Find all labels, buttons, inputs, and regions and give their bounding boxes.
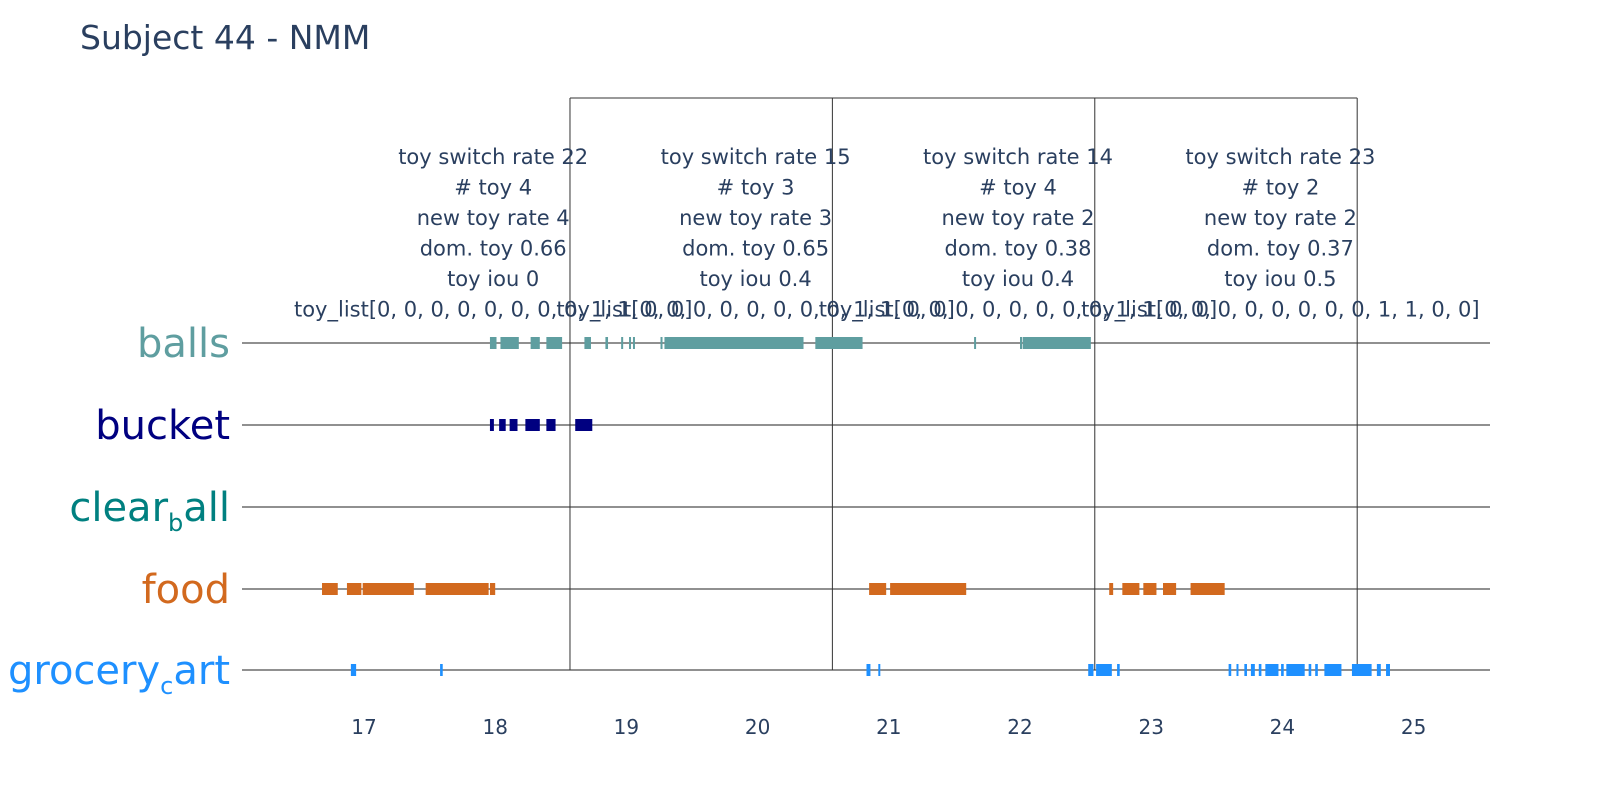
annotation-4-line-1: toy switch rate 23	[1185, 145, 1375, 169]
bar-balls-6	[621, 337, 624, 349]
x-tick-19: 19	[614, 715, 639, 739]
bar-balls-8	[632, 337, 635, 349]
bar-grocery_cart-14	[1286, 664, 1305, 676]
annotation-1-line-1: toy switch rate 22	[398, 145, 588, 169]
bar-food-8	[1122, 583, 1140, 595]
bar-balls-7	[629, 337, 632, 349]
bar-balls-0	[489, 337, 497, 349]
annotation-1-line-4: dom. toy 0.66	[420, 237, 567, 261]
x-tick-23: 23	[1138, 715, 1163, 739]
bar-grocery_cart-8	[1236, 664, 1239, 676]
annotation-2-line-5: toy iou 0.4	[699, 267, 811, 291]
bar-balls-11	[815, 337, 863, 349]
x-tick-24: 24	[1270, 715, 1295, 739]
bar-food-10	[1163, 583, 1177, 595]
x-tick-25: 25	[1401, 715, 1426, 739]
bar-balls-12	[974, 337, 977, 349]
bar-grocery_cart-2	[866, 664, 871, 676]
bar-food-3	[425, 583, 489, 595]
annotation-4-line-2: # toy 2	[1241, 176, 1319, 200]
annotation-2-line-3: new toy rate 3	[679, 206, 832, 230]
x-tick-20: 20	[745, 715, 770, 739]
category-label-bucket: bucket	[95, 403, 230, 449]
annotation-1-line-2: # toy 4	[454, 176, 532, 200]
bar-food-2	[362, 583, 414, 595]
bar-balls-9	[660, 337, 663, 349]
bar-balls-10	[664, 337, 804, 349]
bar-food-6	[890, 583, 967, 595]
annotation-2-line-2: # toy 3	[717, 176, 795, 200]
bar-grocery_cart-13	[1281, 664, 1284, 676]
bar-bucket-0	[489, 419, 494, 431]
bar-grocery_cart-12	[1265, 664, 1279, 676]
bar-grocery_cart-15	[1308, 664, 1312, 676]
annotation-3-line-6: toy_list[0, 0, 0, 0, 0, 0, 0, 0, 1, 1, 0…	[819, 298, 1217, 323]
category-label-clear_ball: clearball	[69, 485, 230, 537]
bar-food-5	[869, 583, 887, 595]
bar-bucket-5	[575, 419, 593, 431]
annotation-2-line-4: dom. toy 0.65	[682, 237, 829, 261]
annotation-4-line-6: toy_list[0, 0, 0, 0, 0, 0, 0, 0, 1, 1, 0…	[1081, 298, 1479, 323]
bar-balls-13	[1020, 337, 1022, 349]
annotation-3-line-2: # toy 4	[979, 176, 1057, 200]
annotation-1-line-3: new toy rate 4	[417, 206, 570, 230]
bar-grocery_cart-16	[1315, 664, 1318, 676]
annotation-1-line-5: toy iou 0	[447, 267, 539, 291]
x-tick-18: 18	[482, 715, 507, 739]
annotation-4-line-3: new toy rate 2	[1204, 206, 1357, 230]
category-label-grocery_cart: grocerycart	[8, 648, 230, 700]
annotation-3-line-5: toy iou 0.4	[962, 267, 1074, 291]
bar-bucket-2	[509, 419, 518, 431]
bar-food-1	[346, 583, 362, 595]
category-label-food: food	[142, 567, 230, 613]
bar-grocery_cart-0	[350, 664, 357, 676]
bar-grocery_cart-11	[1258, 664, 1262, 676]
bar-grocery_cart-19	[1376, 664, 1381, 676]
bar-grocery_cart-3	[878, 664, 881, 676]
bar-grocery_cart-5	[1096, 664, 1112, 676]
bar-food-4	[489, 583, 496, 595]
bar-balls-14	[1022, 337, 1091, 349]
bar-grocery_cart-9	[1244, 664, 1247, 676]
bar-balls-2	[530, 337, 540, 349]
chart-title: Subject 44 - NMM	[80, 18, 371, 57]
bar-bucket-4	[546, 419, 556, 431]
annotation-3-line-1: toy switch rate 14	[923, 145, 1113, 169]
bar-food-11	[1190, 583, 1225, 595]
bar-grocery_cart-7	[1228, 664, 1232, 676]
bar-grocery_cart-10	[1250, 664, 1255, 676]
bar-grocery_cart-4	[1088, 664, 1094, 676]
bar-bucket-1	[499, 419, 506, 431]
bar-balls-4	[584, 337, 591, 349]
x-tick-21: 21	[876, 715, 901, 739]
x-tick-17: 17	[351, 715, 376, 739]
bar-grocery_cart-6	[1117, 664, 1120, 676]
bar-bucket-3	[525, 419, 540, 431]
bar-grocery_cart-20	[1386, 664, 1390, 676]
annotation-2-line-6: toy_list[0, 0, 0, 0, 0, 0, 0, 0, 1, 1, 0…	[556, 298, 954, 323]
bar-grocery_cart-17	[1324, 664, 1342, 676]
bar-food-9	[1143, 583, 1157, 595]
annotation-3-line-4: dom. toy 0.38	[945, 237, 1092, 261]
x-tick-22: 22	[1007, 715, 1032, 739]
category-label-balls: balls	[137, 321, 230, 367]
annotation-1-line-6: toy_list[0, 0, 0, 0, 0, 0, 0, 0, 1, 1, 0…	[294, 298, 692, 323]
bar-balls-5	[605, 337, 609, 349]
annotation-3-line-3: new toy rate 2	[942, 206, 1095, 230]
bar-grocery_cart-18	[1351, 664, 1372, 676]
annotation-4-line-4: dom. toy 0.37	[1207, 237, 1354, 261]
annotation-4-line-5: toy iou 0.5	[1224, 267, 1336, 291]
bar-food-0	[322, 583, 338, 595]
annotation-2-line-1: toy switch rate 15	[661, 145, 851, 169]
bar-grocery_cart-1	[440, 664, 443, 676]
bar-balls-1	[500, 337, 519, 349]
bar-food-7	[1109, 583, 1114, 595]
bar-balls-3	[546, 337, 563, 349]
